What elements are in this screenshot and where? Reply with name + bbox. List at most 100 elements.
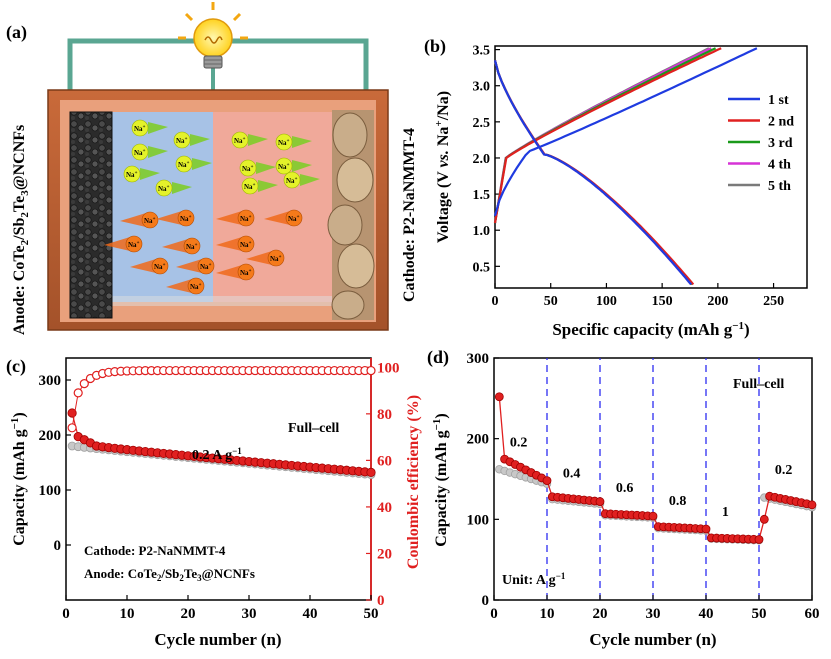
rate-label-d: 0.8: [669, 494, 687, 509]
x-tick-label-b: 250: [763, 294, 784, 309]
charge-curve-b: [493, 47, 758, 217]
rate-label-d: 1: [722, 505, 729, 520]
anode-label: Anode: CoTe2/Sb2Te3@NCNFs: [11, 125, 31, 335]
svg-text:Na+: Na+: [288, 215, 300, 223]
y-tick-label-c: 200: [39, 428, 62, 444]
y-axis-right-label-c: Coulombic efficiency (%): [405, 395, 422, 569]
x-tick-label-c: 0: [62, 606, 70, 622]
sodium-ion-green: Na+: [231, 131, 268, 149]
y-tick-label-b: 1.0: [473, 224, 491, 239]
sodium-ion-orange: Na+: [216, 263, 255, 281]
panel-label-d: (d): [427, 347, 449, 368]
ce-line-c: [71, 370, 371, 428]
y-tick-label-b: 1.5: [473, 188, 491, 203]
x-axis-label-d: Cycle number (n): [589, 630, 716, 649]
y-tick-label-b: 3.5: [473, 44, 491, 59]
svg-text:Na+: Na+: [134, 149, 146, 157]
svg-text:Na+: Na+: [190, 283, 202, 291]
y-tick-label-b: 3.0: [473, 80, 491, 95]
svg-text:Na+: Na+: [234, 137, 246, 145]
y-right-tick-label-c: 60: [377, 453, 392, 469]
discharge-curve-b: [493, 60, 695, 286]
sodium-ion-green: Na+: [131, 143, 168, 161]
axis-ticks-b: 0 50 100 150 200 250 0.5 1.0 1.5 2.0 2.5 3.0 3.5: [473, 44, 785, 309]
sodium-ion-green: Na+: [175, 155, 212, 173]
svg-text:Na+: Na+: [200, 263, 212, 271]
y-right-tick-label-c: 80: [377, 407, 392, 423]
y-tick-label-d: 200: [467, 432, 490, 448]
discharge-point-d: [759, 514, 769, 524]
x-axis-label-b: Specific capacity (mAh g−1): [552, 320, 749, 339]
cathode-electrode: [327, 110, 375, 320]
sodium-ions: Na+ Na+ Na+ Na+ Na+ Na+ Na+ Na+ Na+ Na+ Na+ Na+ Na+ N…: [104, 119, 320, 295]
voltage-chart: (b) 0 50 100 150 200 250 0.5 1.0 1.5 2.0 2.5 3.0 3.5…: [424, 36, 808, 339]
x-tick-label-d: 60: [805, 606, 820, 622]
x-axis-label-c: Cycle number (n): [154, 630, 281, 649]
schematic-panel: (a): [6, 2, 418, 335]
discharge-point-d: [807, 500, 817, 510]
svg-text:Na+: Na+: [178, 161, 190, 169]
ce-point-c: [73, 388, 83, 398]
svg-text:Na+: Na+: [134, 125, 146, 133]
legend-b: 1 st 2 nd 3 rd 4 th 5 th: [728, 93, 794, 194]
rate-chart: (d) 0 10 20 30 40 50 60 0 100 200 300 0.2 0.4 0.6 0.8…: [427, 347, 820, 649]
x-tick-label-d: 30: [646, 606, 661, 622]
cathode-annotation: Cathode: P2-NaNMMT-4: [84, 543, 226, 558]
y-right-tick-label-c: 20: [377, 546, 392, 562]
panel-label-a: (a): [6, 22, 27, 43]
sodium-ion-green: Na+: [241, 177, 278, 195]
anode-electrode: [69, 111, 113, 319]
x-tick-label-d: 0: [490, 606, 498, 622]
x-tick-label-c: 10: [120, 606, 135, 622]
cathode-label: Cathode: P2-NaNMMT-4: [401, 128, 418, 302]
legend-entry-b: 2 nd: [768, 115, 794, 130]
svg-text:Na+: Na+: [278, 163, 290, 171]
anode-annotation: Anode: CoTe2/Sb2Te3@NCNFs: [84, 566, 255, 583]
y-right-tick-label-c: 100: [377, 360, 400, 376]
x-tick-label-b: 100: [596, 294, 617, 309]
sodium-ion-orange: Na+: [216, 209, 255, 227]
legend-entry-b: 3 rd: [768, 136, 793, 151]
y-tick-label-b: 2.5: [473, 116, 491, 131]
y-tick-label-c: 100: [39, 483, 62, 499]
sodium-ion-green: Na+: [173, 131, 210, 149]
charge-curve-b: [493, 47, 712, 224]
sodium-ion-green: Na+: [123, 165, 160, 183]
series-lines-b: [493, 47, 758, 286]
sodium-ion-green: Na+: [155, 179, 192, 197]
charge-curve-b: [493, 47, 722, 224]
y-tick-label-c: 0: [54, 538, 62, 554]
discharge-point-d: [648, 511, 658, 521]
svg-text:Na+: Na+: [240, 215, 252, 223]
y-tick-label-d: 100: [467, 512, 490, 528]
sodium-ion-green: Na+: [283, 171, 320, 189]
discharge-point-d: [542, 476, 552, 486]
svg-text:Na+: Na+: [144, 217, 156, 225]
x-tick-label-b: 50: [544, 294, 558, 309]
discharge-point-d: [595, 497, 605, 506]
discharge-point-d: [754, 535, 764, 544]
rate-label-c: 0.2 A g−1: [192, 446, 242, 463]
sodium-ion-orange: Na+: [176, 257, 215, 275]
svg-text:Na+: Na+: [176, 137, 188, 145]
x-tick-label-c: 20: [181, 606, 196, 622]
svg-text:Na+: Na+: [154, 263, 166, 271]
svg-text:Na+: Na+: [278, 139, 290, 147]
unit-label-d: Unit: A g−1: [502, 571, 566, 588]
y-right-tick-label-c: 0: [377, 593, 385, 609]
svg-text:Na+: Na+: [186, 243, 198, 251]
sodium-ion-green: Na+: [131, 119, 168, 137]
charge-curve-b: [493, 47, 717, 224]
rate-label-d: 0.2: [510, 436, 528, 451]
panel-label-c: (c): [6, 356, 26, 377]
svg-text:Na+: Na+: [242, 165, 254, 173]
y-tick-label-d: 0: [482, 593, 490, 609]
ce-point-c: [67, 423, 77, 433]
svg-text:Na+: Na+: [240, 269, 252, 277]
sodium-ion-orange: Na+: [156, 209, 195, 227]
legend-entry-b: 5 th: [768, 179, 791, 194]
sodium-ion-orange: Na+: [216, 235, 255, 253]
ce-point-c: [79, 378, 89, 389]
x-tick-label-b: 150: [652, 294, 673, 309]
